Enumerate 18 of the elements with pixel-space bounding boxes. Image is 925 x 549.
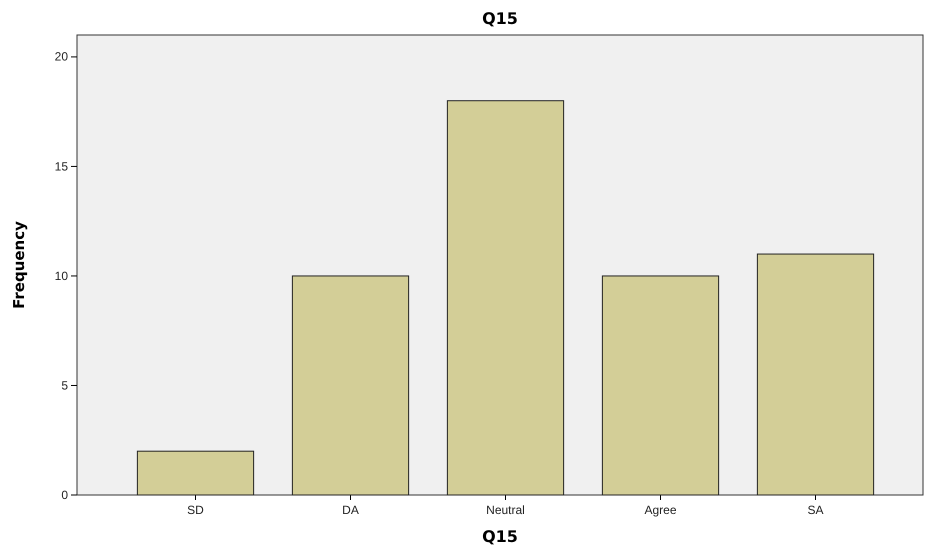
x-tick-label: DA [342,502,359,517]
x-tick-label: SA [807,502,824,517]
bar [136,450,254,496]
x-tick-label: SD [187,502,204,517]
bar [292,275,410,496]
x-tick-label: Neutral [486,502,525,517]
x-axis-title: Q15 [482,527,518,546]
x-tick-label: Agree [644,502,677,517]
y-tick-label: 10 [54,268,68,283]
y-tick-label: 5 [61,378,68,392]
y-tick-label: 15 [54,159,68,174]
bar [446,100,564,496]
bar [602,275,720,496]
bar [756,254,874,496]
y-axis-title: Frequency [10,220,28,309]
y-tick-label: 20 [54,50,68,64]
y-tick-label: 0 [61,488,68,502]
chart-title: Q15 [482,9,518,28]
